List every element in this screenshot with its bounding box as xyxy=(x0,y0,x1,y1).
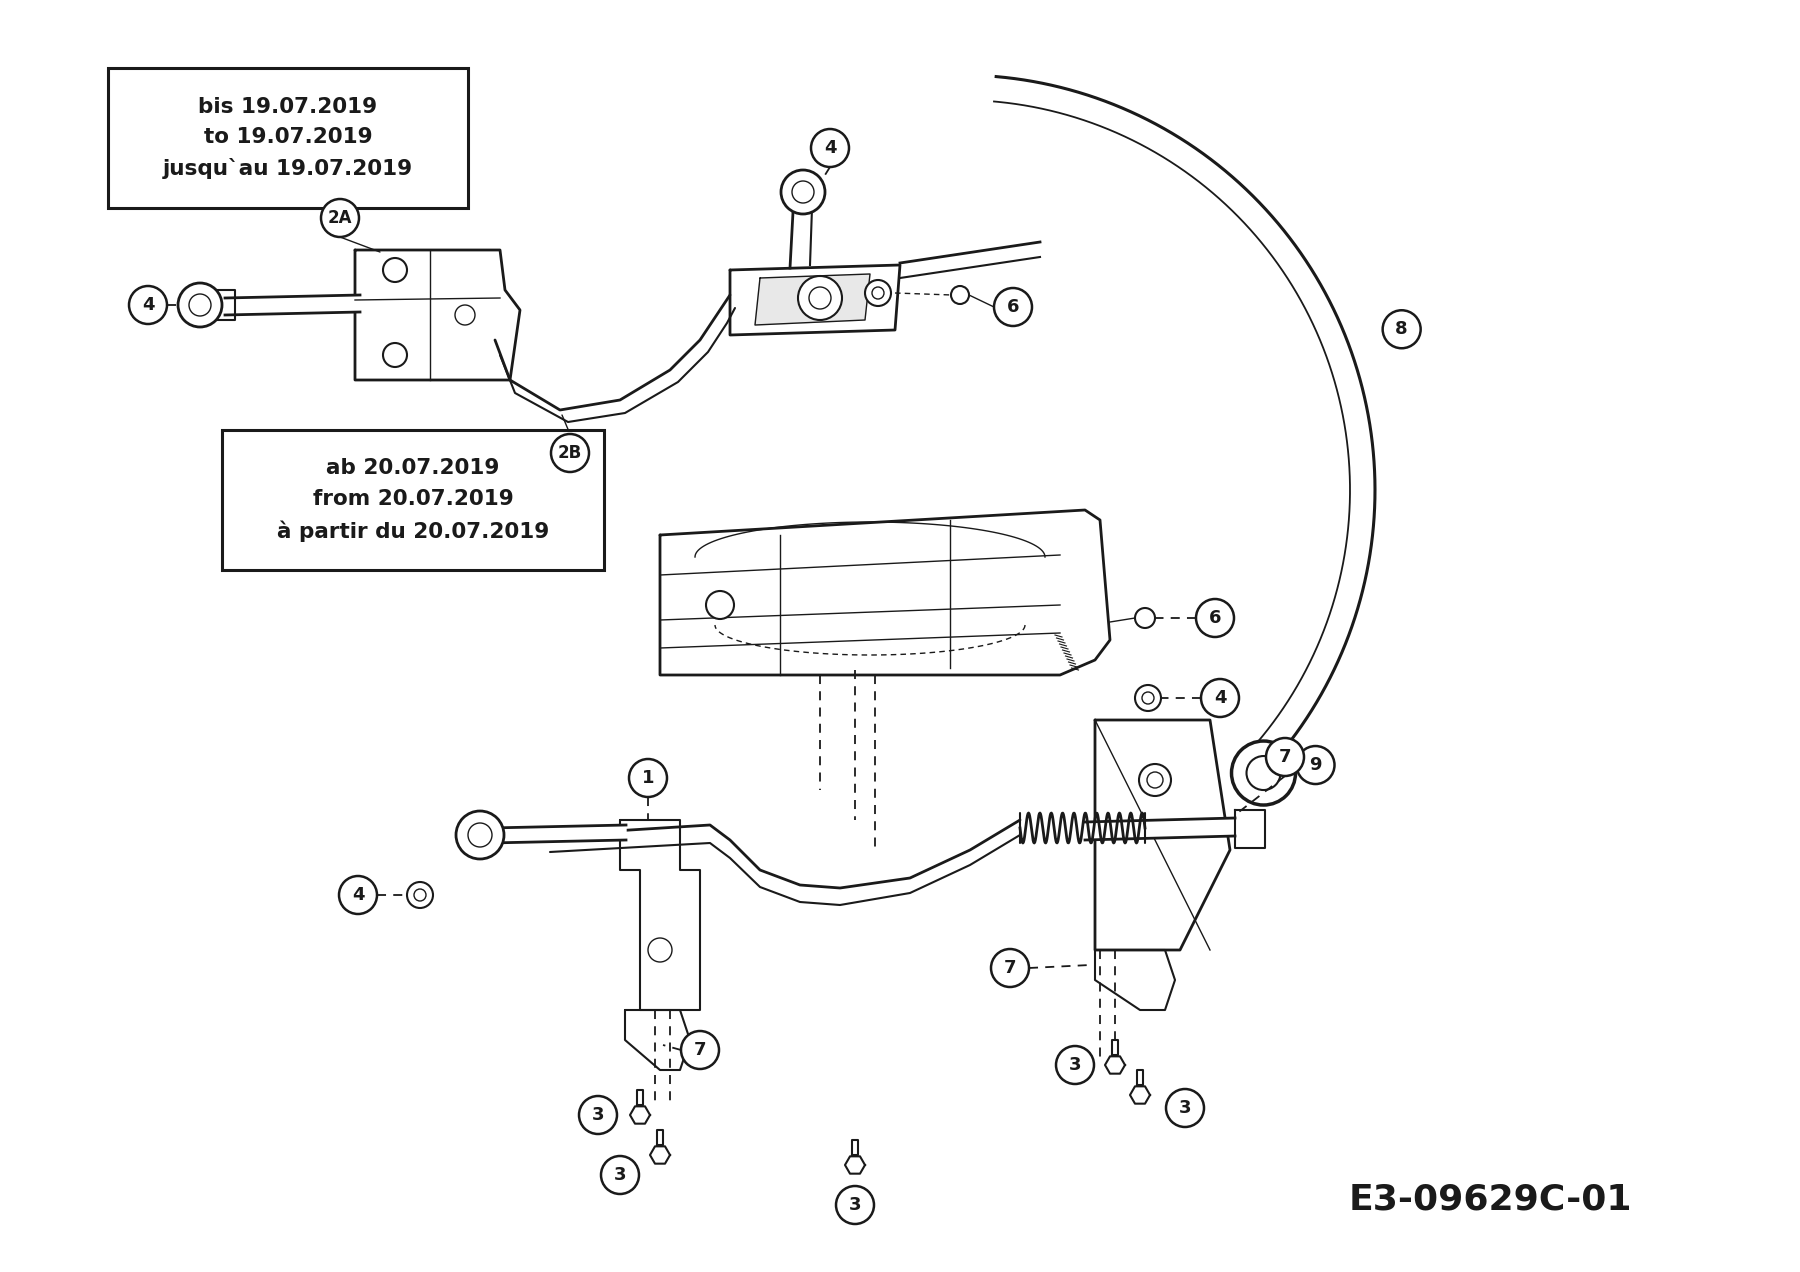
Text: E3-09629C-01: E3-09629C-01 xyxy=(1348,1183,1633,1217)
Polygon shape xyxy=(1112,1040,1118,1054)
Text: 2B: 2B xyxy=(558,444,581,462)
Circle shape xyxy=(1057,1046,1094,1084)
Circle shape xyxy=(1166,1089,1204,1127)
Text: 6: 6 xyxy=(1210,609,1220,627)
Circle shape xyxy=(792,181,814,204)
Circle shape xyxy=(338,876,376,915)
Circle shape xyxy=(992,949,1030,987)
Text: 4: 4 xyxy=(1213,689,1226,707)
Polygon shape xyxy=(1094,720,1229,950)
Circle shape xyxy=(808,287,832,309)
Circle shape xyxy=(1201,679,1238,717)
Polygon shape xyxy=(214,290,236,321)
Text: 7: 7 xyxy=(1004,959,1017,977)
Polygon shape xyxy=(225,295,360,315)
Circle shape xyxy=(1147,772,1163,787)
Text: 1: 1 xyxy=(643,770,653,787)
Polygon shape xyxy=(900,242,1040,279)
Polygon shape xyxy=(1138,1070,1143,1085)
Polygon shape xyxy=(1105,1056,1125,1074)
Text: 9: 9 xyxy=(1309,756,1321,775)
Circle shape xyxy=(383,343,407,368)
Circle shape xyxy=(1136,686,1161,711)
Polygon shape xyxy=(630,1107,650,1123)
Text: bis 19.07.2019
to 19.07.2019
jusqu`au 19.07.2019: bis 19.07.2019 to 19.07.2019 jusqu`au 19… xyxy=(164,97,412,179)
Circle shape xyxy=(628,759,668,798)
Circle shape xyxy=(648,937,671,962)
Polygon shape xyxy=(551,820,1021,904)
Circle shape xyxy=(1296,747,1334,784)
Polygon shape xyxy=(657,1130,662,1145)
Circle shape xyxy=(455,812,504,859)
Text: 8: 8 xyxy=(1395,321,1408,338)
Circle shape xyxy=(1195,599,1235,637)
Circle shape xyxy=(189,294,211,315)
Polygon shape xyxy=(355,251,520,380)
Circle shape xyxy=(1265,738,1303,776)
Polygon shape xyxy=(1094,950,1175,1010)
Circle shape xyxy=(455,305,475,326)
Circle shape xyxy=(1139,764,1172,796)
Polygon shape xyxy=(495,295,734,422)
Polygon shape xyxy=(731,265,900,335)
Circle shape xyxy=(1247,756,1280,790)
Circle shape xyxy=(130,286,167,324)
Polygon shape xyxy=(851,1140,859,1155)
Text: 4: 4 xyxy=(351,887,364,904)
Circle shape xyxy=(797,276,842,321)
Text: 4: 4 xyxy=(824,139,837,156)
Polygon shape xyxy=(637,1090,643,1105)
Text: 3: 3 xyxy=(850,1196,860,1213)
Polygon shape xyxy=(619,820,700,1010)
Text: 3: 3 xyxy=(1179,1099,1192,1117)
Polygon shape xyxy=(994,76,1375,773)
Circle shape xyxy=(706,591,734,619)
Circle shape xyxy=(1141,692,1154,703)
Circle shape xyxy=(871,287,884,299)
Text: ab 20.07.2019
from 20.07.2019
à partir du 20.07.2019: ab 20.07.2019 from 20.07.2019 à partir d… xyxy=(277,458,549,542)
Circle shape xyxy=(866,280,891,307)
Text: 7: 7 xyxy=(1278,748,1291,766)
Polygon shape xyxy=(490,826,626,843)
Polygon shape xyxy=(650,1146,670,1164)
Circle shape xyxy=(950,286,968,304)
Circle shape xyxy=(994,287,1031,326)
Circle shape xyxy=(601,1156,639,1194)
Polygon shape xyxy=(844,1156,866,1174)
FancyBboxPatch shape xyxy=(108,67,468,209)
Text: 6: 6 xyxy=(1006,298,1019,315)
Polygon shape xyxy=(1130,1086,1150,1104)
Circle shape xyxy=(407,881,434,908)
Polygon shape xyxy=(1235,810,1265,848)
Circle shape xyxy=(1382,310,1420,349)
Circle shape xyxy=(468,823,491,847)
Circle shape xyxy=(551,434,589,472)
Text: 3: 3 xyxy=(1069,1056,1082,1074)
Circle shape xyxy=(1231,742,1296,805)
Circle shape xyxy=(812,128,850,167)
Circle shape xyxy=(414,889,427,901)
Circle shape xyxy=(320,198,358,237)
Circle shape xyxy=(383,258,407,282)
Circle shape xyxy=(680,1032,718,1068)
Polygon shape xyxy=(625,1010,689,1070)
Text: 4: 4 xyxy=(142,296,155,314)
Circle shape xyxy=(178,282,221,327)
Polygon shape xyxy=(661,510,1111,675)
Circle shape xyxy=(781,170,824,214)
Text: 7: 7 xyxy=(693,1040,706,1060)
Circle shape xyxy=(835,1186,875,1224)
FancyBboxPatch shape xyxy=(221,430,605,570)
Text: 3: 3 xyxy=(592,1105,605,1124)
Circle shape xyxy=(1136,608,1156,628)
Text: 3: 3 xyxy=(614,1166,626,1184)
Text: 2A: 2A xyxy=(328,209,353,226)
Circle shape xyxy=(580,1096,617,1135)
Polygon shape xyxy=(1085,818,1235,840)
Polygon shape xyxy=(754,273,869,326)
